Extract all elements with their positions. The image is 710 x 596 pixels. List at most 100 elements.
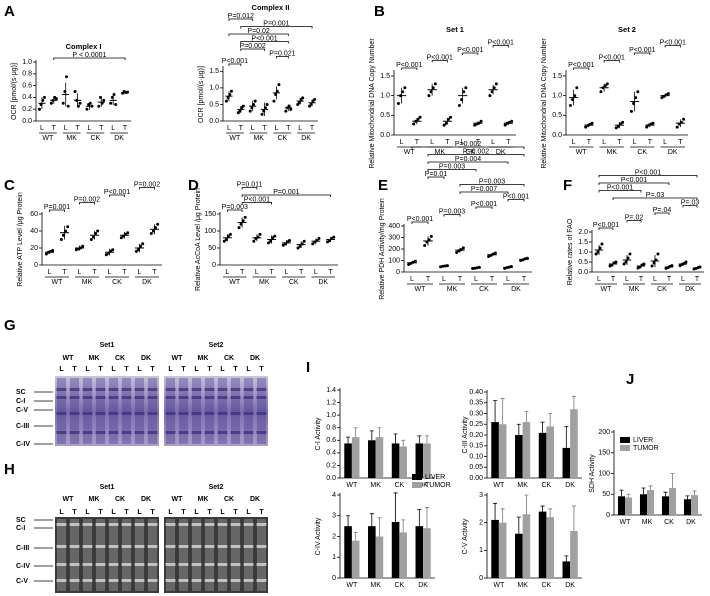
group-label: DK bbox=[668, 149, 678, 156]
x-tick-label: T bbox=[262, 125, 267, 132]
gel-band bbox=[134, 545, 145, 548]
gel-band bbox=[108, 523, 119, 526]
gel-image bbox=[164, 376, 268, 446]
gel-lane bbox=[243, 378, 254, 444]
lane-label: L bbox=[85, 366, 90, 373]
panel-label: J bbox=[626, 371, 634, 388]
band-label: C-IV bbox=[16, 563, 30, 570]
significance-bracket bbox=[276, 56, 289, 59]
bar bbox=[515, 435, 523, 478]
error-bar bbox=[424, 507, 429, 529]
data-point bbox=[243, 215, 247, 219]
x-tick-label: L bbox=[410, 276, 414, 283]
panel-label: I bbox=[306, 359, 310, 376]
p-value: P<0.001 bbox=[660, 39, 686, 46]
data-point bbox=[412, 122, 416, 126]
lane-label: T bbox=[124, 509, 129, 516]
bar bbox=[391, 443, 400, 478]
gel-band bbox=[121, 523, 132, 526]
data-point bbox=[267, 241, 271, 245]
y-axis-label: OCR [pmol/(s·μg)] bbox=[11, 63, 18, 120]
gel-band bbox=[230, 412, 241, 415]
p-value: P=0.003 bbox=[222, 204, 248, 211]
panel-label: F bbox=[563, 177, 572, 194]
y-tick-label: 300 bbox=[388, 234, 400, 241]
gel-lane bbox=[147, 519, 158, 591]
gel-band bbox=[69, 396, 80, 399]
error-bar bbox=[648, 485, 653, 491]
y-tick-label: 0 bbox=[606, 512, 610, 519]
data-point bbox=[241, 104, 245, 108]
band-label: C-IV bbox=[16, 441, 30, 448]
y-tick-label: 0.6 bbox=[22, 82, 32, 89]
gel-lane bbox=[108, 519, 119, 591]
gel-lane bbox=[178, 519, 189, 591]
gel-band bbox=[82, 563, 93, 566]
group-label: CK bbox=[224, 355, 234, 362]
data-point bbox=[449, 115, 453, 119]
group-label: MK bbox=[82, 279, 93, 286]
y-tick-label: 0 bbox=[332, 575, 336, 582]
gel-band bbox=[95, 563, 106, 566]
p-value: P<0.001 bbox=[635, 169, 661, 176]
x-tick-label: L bbox=[87, 125, 91, 132]
gel-band bbox=[147, 388, 158, 391]
gel-band bbox=[134, 431, 145, 434]
group-label: CK bbox=[289, 279, 299, 286]
data-point bbox=[670, 264, 674, 268]
error-bar bbox=[353, 531, 358, 541]
x-tick-label: L bbox=[506, 276, 510, 283]
bar bbox=[391, 521, 400, 578]
x-tick-label: T bbox=[415, 139, 420, 146]
group-label: CK bbox=[657, 286, 667, 293]
data-point bbox=[317, 236, 321, 240]
error-bar bbox=[548, 413, 553, 427]
error-bar bbox=[571, 505, 576, 531]
x-tick-label: T bbox=[152, 269, 157, 276]
x-tick-label: CK bbox=[664, 519, 674, 526]
p-value: P=0.002 bbox=[74, 196, 100, 203]
group-label: MK bbox=[607, 149, 618, 156]
y-tick-label: 150 bbox=[204, 211, 216, 218]
bar bbox=[661, 496, 669, 515]
data-point bbox=[73, 90, 77, 93]
error-bar bbox=[540, 505, 545, 512]
data-point bbox=[396, 102, 400, 105]
y-tick-label: 100 bbox=[204, 228, 216, 235]
x-tick-label: L bbox=[400, 139, 404, 146]
y-tick-label: 0 bbox=[479, 575, 483, 582]
x-tick-label: MK bbox=[642, 519, 653, 526]
x-tick-label: L bbox=[442, 276, 446, 283]
p-value: P<0.001 bbox=[488, 39, 514, 46]
group-label: WT bbox=[52, 279, 64, 286]
x-tick-label: WT bbox=[620, 519, 632, 526]
y-tick-label: 1 bbox=[332, 554, 336, 561]
data-point bbox=[111, 248, 115, 252]
group-label: CK bbox=[91, 135, 101, 142]
bar bbox=[351, 437, 360, 478]
x-tick-label: T bbox=[490, 276, 495, 283]
error-bar bbox=[401, 519, 406, 533]
gel-band bbox=[134, 523, 145, 526]
y-tick-label: 0.10 bbox=[469, 453, 483, 460]
y-tick-label: 100 bbox=[598, 470, 610, 477]
x-tick-label: T bbox=[678, 139, 683, 146]
x-tick-label: WT bbox=[346, 582, 358, 589]
gel-band bbox=[256, 523, 267, 526]
x-tick-label: T bbox=[122, 269, 127, 276]
bar bbox=[546, 426, 554, 478]
x-tick-label: L bbox=[681, 276, 685, 283]
error-bar bbox=[377, 517, 382, 537]
bar bbox=[669, 488, 677, 515]
data-point bbox=[650, 264, 654, 268]
y-tick-label: 1.4 bbox=[326, 387, 336, 394]
y-tick-label: 1.5 bbox=[209, 68, 219, 75]
gel-band bbox=[147, 523, 158, 526]
group-label: CK bbox=[465, 149, 475, 156]
panel-label: G bbox=[4, 317, 16, 334]
data-point bbox=[642, 262, 646, 266]
data-point bbox=[487, 254, 491, 258]
significance-bracket bbox=[240, 26, 313, 29]
data-point bbox=[89, 238, 93, 241]
legend-swatch bbox=[412, 482, 422, 488]
